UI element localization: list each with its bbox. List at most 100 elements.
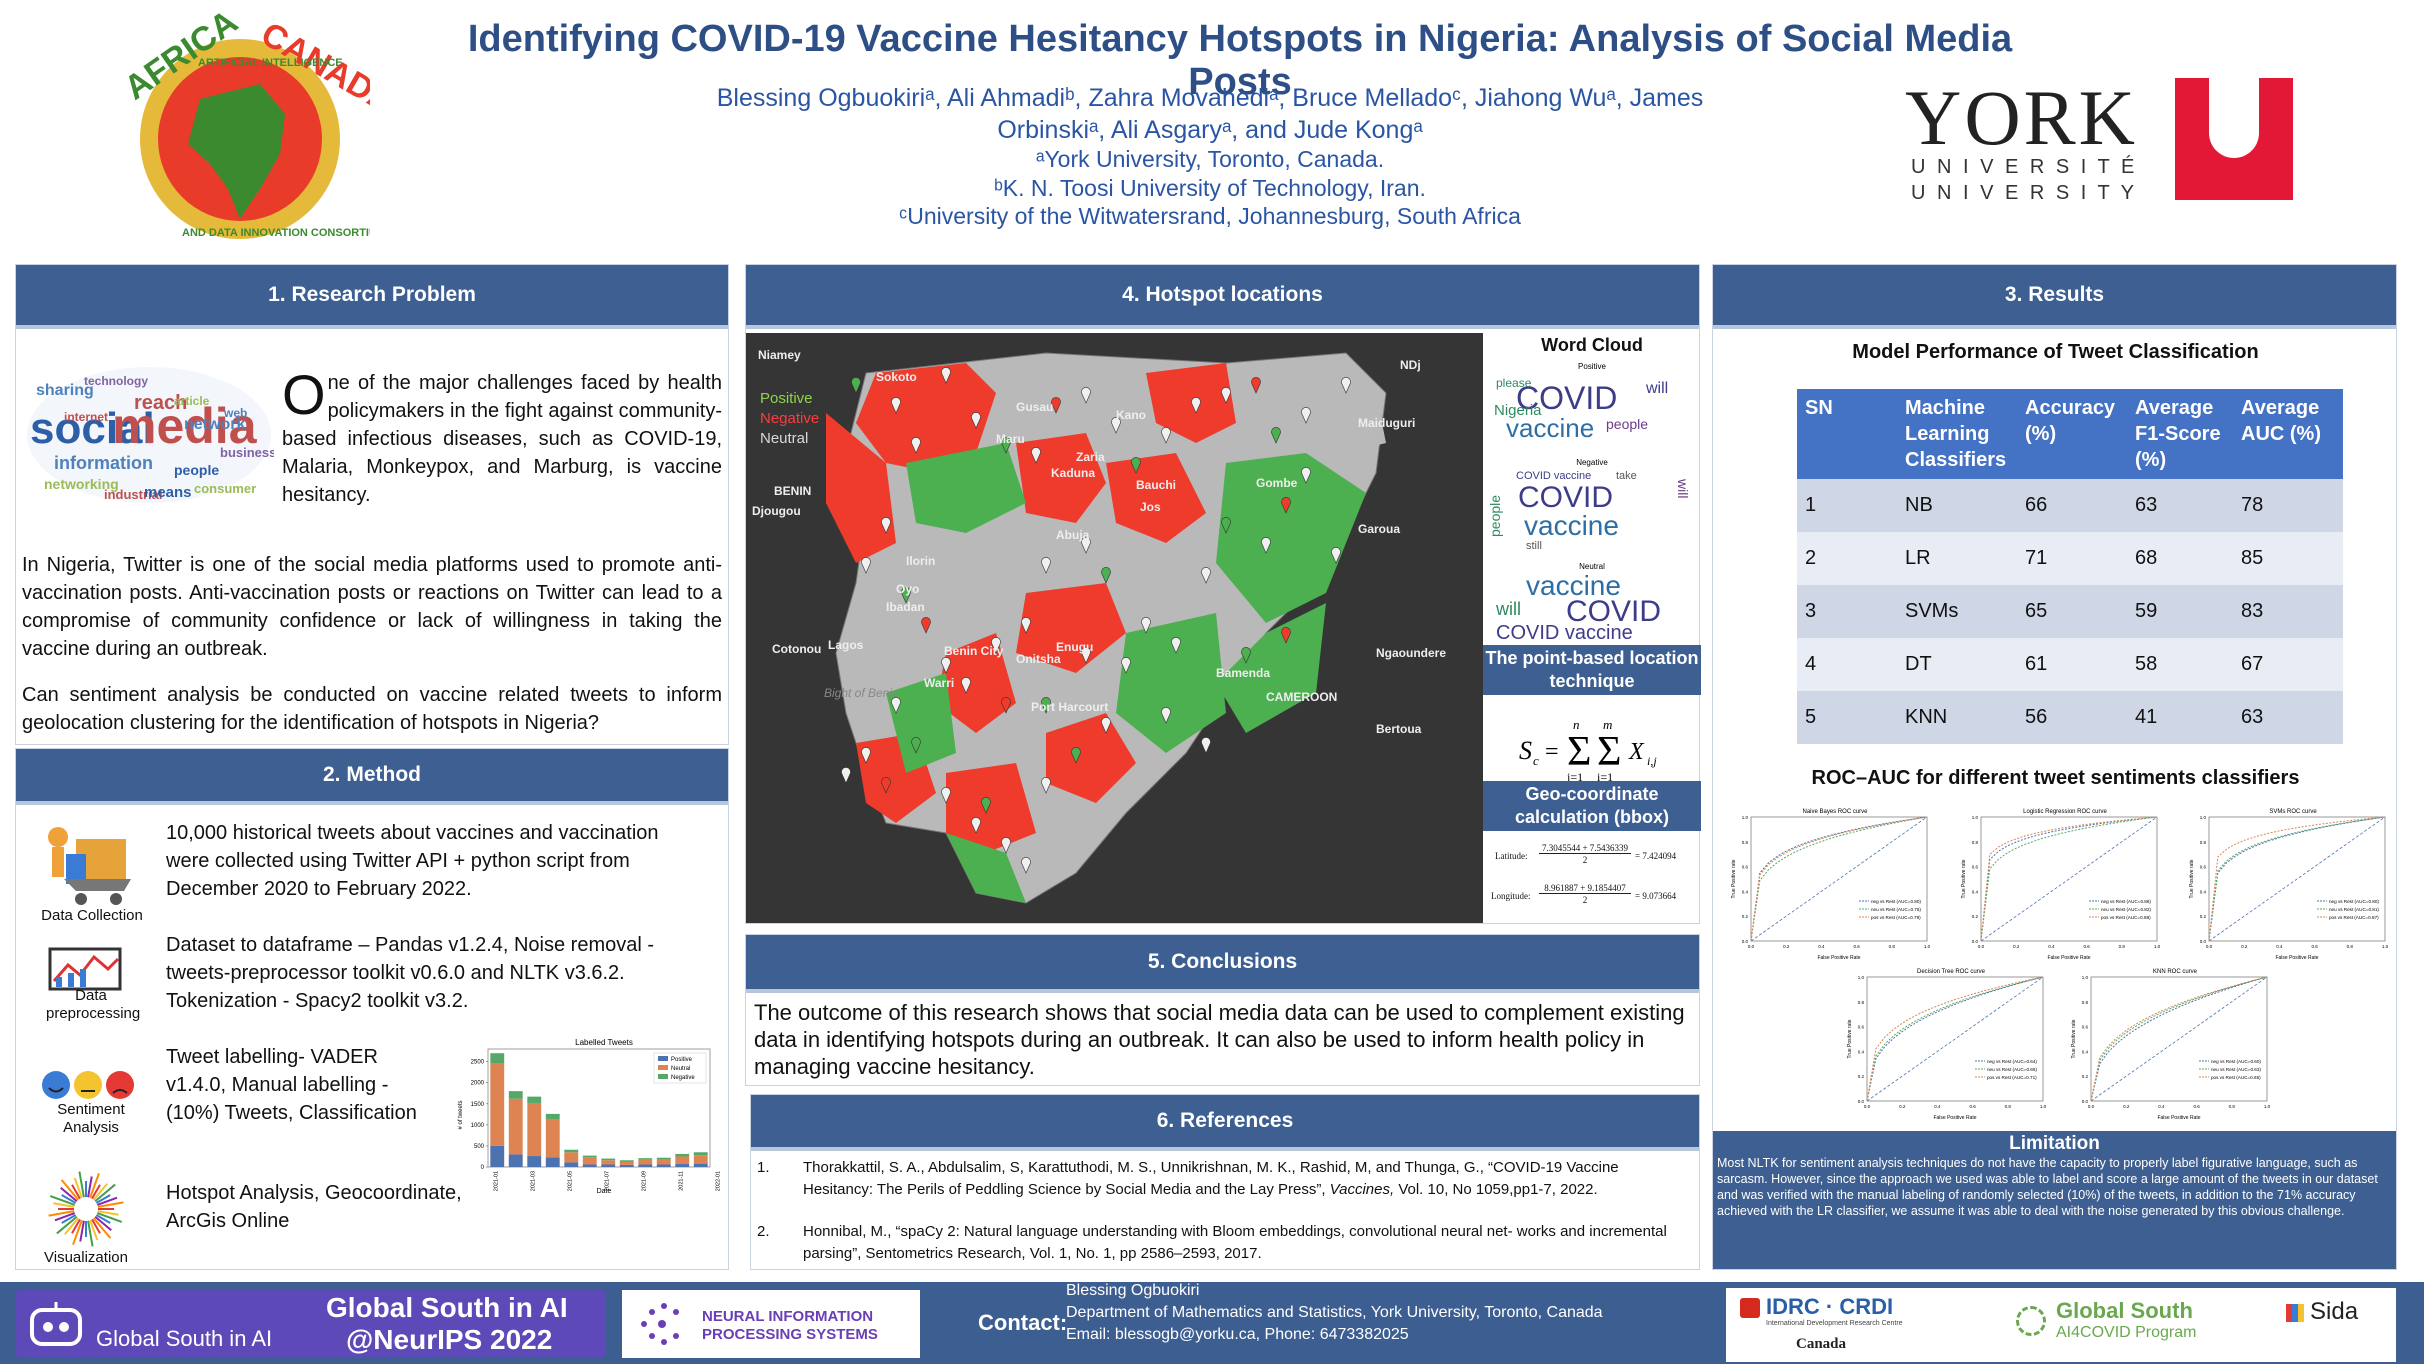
map-place-label: Jos	[1140, 500, 1161, 514]
roc-legend-entry: pos vs Rest (AUC=0.65)	[2211, 1075, 2261, 1080]
map-pin	[921, 617, 931, 634]
results-cell: 67	[2233, 638, 2343, 691]
map-pin	[1041, 697, 1051, 714]
map-pin	[861, 557, 871, 574]
roc-y-tick: 1.0	[2082, 975, 2089, 980]
canada-wordmark: Canada	[1796, 1336, 1847, 1352]
roc-plot-title: Naive Bayes ROC curve	[1802, 809, 1868, 815]
york-wordmark: YORK	[1905, 74, 2139, 161]
roc-y-tick: 0.2	[1742, 914, 1749, 919]
roc-plot: SVMs ROC curve neg vs Rest (AUC=0.80) neu …	[2189, 809, 2389, 961]
chart-frame	[487, 1048, 711, 1168]
intro-text: ne of the major challenges faced by heal…	[282, 372, 722, 506]
wc-neg-word-5: still	[1526, 540, 1542, 552]
results-table-title: Model Performance of Tweet Classificatio…	[1852, 341, 2259, 363]
roc-x-tick: 0.2	[2013, 944, 2020, 949]
map-pin	[1271, 427, 1281, 444]
hotspot-panel: 4. Hotspot locations	[745, 264, 1701, 924]
map-pin	[971, 817, 981, 834]
roc-legend-entry: pos vs Rest (AUC=0.71)	[1987, 1075, 2037, 1080]
wc-positive-label: Positive	[1578, 362, 1607, 371]
roc-x-tick: 0.6	[1853, 944, 1860, 949]
method-caption-1: Data Collection	[41, 907, 143, 924]
results-cell: 71	[2017, 532, 2127, 585]
cloud-word: consumer	[194, 481, 256, 496]
chart-title: Labelled Tweets	[575, 1038, 633, 1047]
svg-text:i,j: i,j	[1647, 754, 1657, 768]
results-row: 5 KNN 56 41 63	[1797, 691, 2343, 744]
map-pin	[1161, 707, 1171, 724]
x-tick-label: 2021-05	[567, 1171, 573, 1191]
roc-legend-entry: neu vs Rest (AUC=0.63)	[2211, 1067, 2261, 1072]
map-place-label: Benin City	[944, 644, 1004, 658]
affiliation-c: ᶜUniversity of the Witwatersrand, Johann…	[899, 203, 1521, 229]
col-f1: Average F1-Score (%)	[2127, 389, 2233, 479]
lon-label: Longitude:	[1491, 891, 1531, 901]
roc-legend-entry: neg vs Rest (AUC=0.80)	[2329, 899, 2379, 904]
research-question: Can sentiment analysis be conducted on v…	[22, 684, 722, 734]
roc-y-tick: 0.0	[1858, 1099, 1865, 1104]
map-pin	[1081, 387, 1091, 404]
data-collection-icon	[36, 819, 146, 909]
map-pin	[1201, 567, 1211, 584]
roc-y-tick: 0.2	[1858, 1074, 1865, 1079]
map-place-label: Garoua	[1358, 522, 1400, 536]
chart-legend: Positive Neutral Negative	[653, 1052, 707, 1084]
roc-y-tick: 0.6	[2200, 865, 2207, 870]
results-cell: 41	[2127, 691, 2233, 744]
bar-segment-positive	[656, 1164, 671, 1167]
roc-legend-entry: neu vs Rest (AUC=0.81)	[2329, 907, 2379, 912]
roc-x-tick: 0.0	[2206, 944, 2213, 949]
map-pin	[1241, 647, 1251, 664]
results-cell: 83	[2233, 585, 2343, 638]
reference-1-journal: Vaccines,	[1329, 1181, 1395, 1198]
roc-xlabel: False Positive Rate	[1933, 1115, 1976, 1121]
social-media-word-cloud: social media sharing information networking r…	[24, 365, 274, 505]
cloud-word: media	[112, 398, 258, 454]
y-tick-label: 1500	[471, 1102, 485, 1108]
roc-y-tick: 0.8	[2200, 840, 2207, 845]
roc-x-tick: 0.8	[2119, 944, 2126, 949]
roc-y-tick: 1.0	[1858, 975, 1865, 980]
bar-segment-negative	[601, 1158, 616, 1161]
cloud-word: technology	[84, 374, 148, 388]
reference-1-num: 1.	[757, 1159, 770, 1176]
bar-segment-positive	[508, 1154, 523, 1167]
svg-text:S: S	[1519, 736, 1532, 765]
bar-segment-positive	[693, 1163, 708, 1167]
results-cell: 4	[1797, 638, 1897, 691]
map-place-label: Ibadan	[886, 600, 925, 614]
logo-ring-top: ARTIFICIAL INTELLIGENCE	[198, 57, 343, 69]
map-pin	[1111, 417, 1121, 434]
method-caption-3: Sentiment Analysis	[57, 1101, 125, 1136]
map-pin	[861, 747, 871, 764]
research-paragraph-2: In Nigeria, Twitter is one of the social…	[22, 554, 722, 660]
roc-y-tick: 0.4	[1972, 889, 1979, 894]
roc-ylabel: True Positive rate	[2071, 1019, 2077, 1058]
map-place-label: Kaduna	[1051, 466, 1095, 480]
roc-curve	[2208, 816, 2386, 942]
contact-label: Contact:	[978, 1310, 1068, 1335]
roc-legend-entry: pos vs Rest (AUC=0.79)	[1871, 915, 1921, 920]
map-pin	[1001, 437, 1011, 454]
limitation-box: Limitation Most NLTK for sentiment analy…	[1713, 1131, 2396, 1269]
roc-x-tick: 0.0	[1864, 1104, 1871, 1109]
cloud-word: means	[144, 484, 192, 501]
roc-x-tick: 0.4	[2048, 944, 2055, 949]
map-pin	[1221, 387, 1231, 404]
gs-ai4covid-logo: Global South AI4COVID Program	[2016, 1298, 2256, 1354]
map-place-label: Oyo	[896, 582, 919, 596]
contact-name: Blessing Ogbuokiri	[1066, 1282, 1200, 1299]
roc-ylabel: True Positive rate	[2189, 859, 2195, 898]
roc-y-tick: 0.6	[1858, 1025, 1865, 1030]
method-caption-2: Data preprocessing	[46, 987, 141, 1022]
map-pin	[941, 657, 951, 674]
map-pin	[1041, 557, 1051, 574]
bar-segment-neutral	[675, 1156, 690, 1165]
results-cell: 68	[2127, 532, 2233, 585]
cloud-word: business	[220, 445, 274, 460]
map-place-label: CAMEROON	[1266, 690, 1337, 704]
x-tick-label: 2022-01	[715, 1171, 721, 1191]
svg-text:Σ: Σ	[1567, 729, 1591, 775]
bar-segment-negative	[693, 1152, 708, 1156]
